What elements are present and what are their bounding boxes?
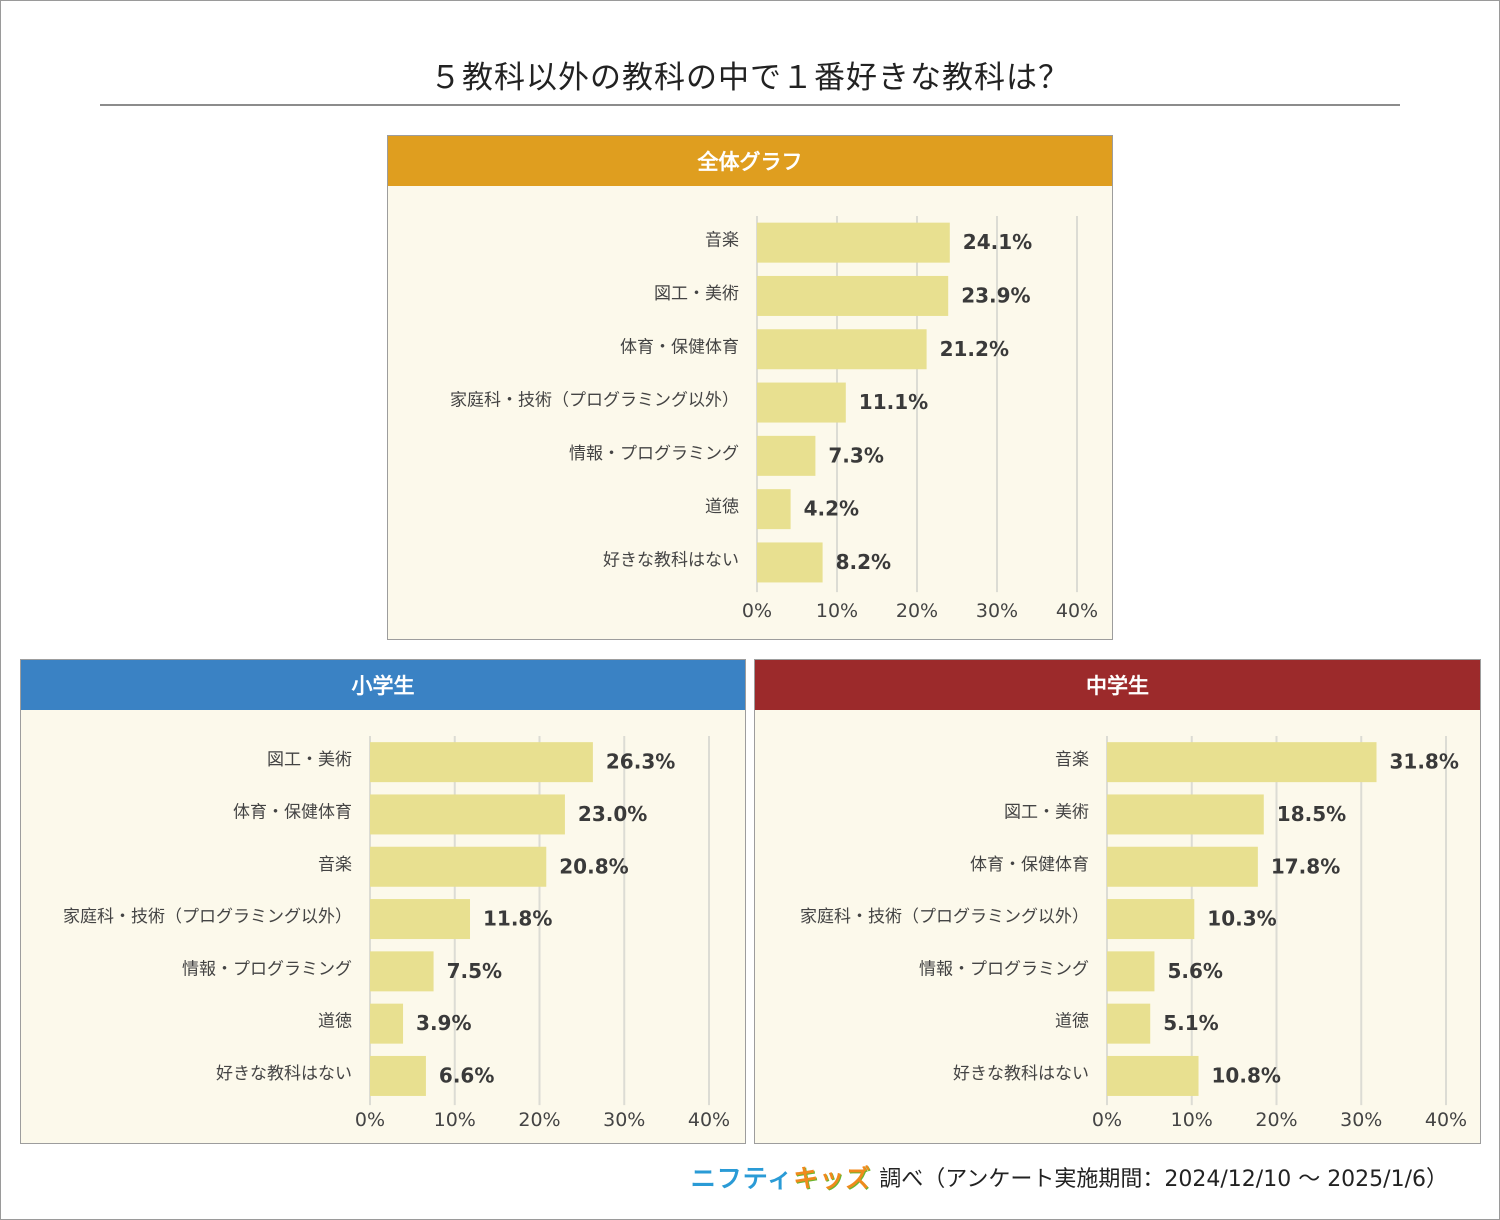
x-tick-label: 10% (816, 600, 858, 622)
category-label: 音楽 (705, 231, 739, 251)
category-label: 音楽 (1055, 750, 1089, 770)
x-tick-label: 10% (1171, 1109, 1213, 1131)
bar (370, 951, 434, 992)
data-label: 23.9% (961, 283, 1030, 307)
panel-header-junior-high: 中学生 (755, 660, 1480, 710)
nifty-kids-logo: ニフティキッズ (690, 1164, 872, 1193)
bar (370, 1003, 404, 1044)
category-label: 道徳 (318, 1012, 352, 1032)
x-tick-label: 40% (1425, 1109, 1467, 1131)
bar (1107, 1055, 1199, 1096)
bar (1107, 794, 1264, 835)
data-label: 23.0% (578, 802, 647, 826)
data-label: 3.9% (416, 1011, 471, 1035)
bar (757, 489, 791, 530)
category-label: 好きな教科はない (216, 1064, 352, 1084)
category-label: 図工・美術 (1004, 802, 1089, 822)
bar (370, 742, 593, 783)
data-label: 11.1% (859, 390, 928, 414)
data-label: 8.2% (836, 550, 891, 574)
data-label: 17.8% (1271, 854, 1340, 878)
panel-header-elementary: 小学生 (21, 660, 745, 710)
category-label: 好きな教科はない (953, 1064, 1089, 1084)
bar (757, 329, 927, 370)
chart-panel-elementary: 小学生 0% 10% 20% 30% 40% 図工・美術 26.3% 体育・保健体育 23.0%… (20, 659, 746, 1144)
category-label: 体育・保健体育 (970, 855, 1089, 875)
data-label: 26.3% (606, 750, 675, 774)
title-divider (100, 104, 1400, 106)
category-label: 家庭科・技術（プログラミング以外） (450, 391, 739, 411)
x-tick-label: 30% (976, 600, 1018, 622)
data-label: 4.2% (804, 497, 859, 521)
x-tick-label: 20% (1255, 1109, 1297, 1131)
main-title: ５教科以外の教科の中で１番好きな教科は？ (430, 60, 1070, 96)
bar (757, 542, 823, 583)
x-tick-label: 40% (1056, 600, 1098, 622)
data-label: 7.3% (828, 443, 883, 467)
bar (370, 794, 565, 835)
data-label: 5.6% (1167, 959, 1222, 983)
data-label: 20.8% (559, 854, 628, 878)
x-tick-label: 0% (742, 600, 772, 622)
panel-header-overall: 全体グラフ (388, 136, 1112, 186)
x-tick-label: 20% (896, 600, 938, 622)
chart-elementary-svg: 0% 10% 20% 30% 40% 図工・美術 26.3% 体育・保健体育 23.0% 音楽 20… (63, 736, 730, 1131)
chart-panel-junior-high: 中学生 0% 10% 20% 30% 40% 音楽 31.8% 図工・美術 18.5% 体育・保健… (754, 659, 1481, 1144)
x-tick-label: 30% (603, 1109, 645, 1131)
bar (1107, 899, 1195, 940)
category-label: 情報・プログラミング (569, 444, 739, 464)
category-label: 道徳 (705, 497, 739, 517)
category-label: 体育・保健体育 (620, 337, 739, 357)
x-tick-label: 20% (518, 1109, 560, 1131)
bar (1107, 846, 1258, 887)
data-label: 18.5% (1277, 802, 1346, 826)
category-label: 家庭科・技術（プログラミング以外） (800, 907, 1089, 927)
data-label: 6.6% (439, 1063, 494, 1087)
source-footer: ニフティキッズ 調べ（アンケート実施期間：2024/12/10 〜 2025/1… (691, 1157, 1448, 1197)
data-label: 21.2% (940, 337, 1009, 361)
bar (757, 222, 950, 263)
chart-panel-overall: 全体グラフ 0% 10% 20% 30% 40% 音楽 24.1% 図工・美術 23.9% 体育・… (387, 135, 1113, 640)
source-text: 調べ（アンケート実施期間：2024/12/10 〜 2025/1/6） (879, 1167, 1448, 1192)
chart-junior-high-svg: 0% 10% 20% 30% 40% 音楽 31.8% 図工・美術 18.5% 体育・保健体育 17… (800, 736, 1467, 1131)
bar (370, 846, 547, 887)
bar (757, 435, 816, 476)
bar (1107, 951, 1155, 992)
x-tick-label: 30% (1340, 1109, 1382, 1131)
category-label: 道徳 (1055, 1012, 1089, 1032)
data-label: 11.8% (483, 907, 552, 931)
category-label: 音楽 (318, 855, 352, 875)
chart-overall-svg: 0% 10% 20% 30% 40% 音楽 24.1% 図工・美術 23.9% 体育・保健体育 21… (450, 216, 1098, 622)
category-label: 情報・プログラミング (919, 959, 1089, 979)
bar (1107, 1003, 1151, 1044)
data-label: 24.1% (963, 230, 1032, 254)
category-label: 家庭科・技術（プログラミング以外） (63, 907, 352, 927)
category-label: 図工・美術 (267, 750, 352, 770)
x-tick-label: 10% (434, 1109, 476, 1131)
data-label: 10.8% (1212, 1063, 1281, 1087)
bar (757, 275, 949, 316)
bar (1107, 742, 1377, 783)
data-label: 7.5% (447, 959, 502, 983)
category-label: 体育・保健体育 (233, 802, 352, 822)
bar (370, 1055, 426, 1096)
data-label: 10.3% (1207, 907, 1276, 931)
x-tick-label: 40% (688, 1109, 730, 1131)
bar (370, 899, 471, 940)
x-tick-label: 0% (355, 1109, 385, 1131)
data-label: 31.8% (1390, 750, 1459, 774)
data-label: 5.1% (1163, 1011, 1218, 1035)
category-label: 好きな教科はない (603, 550, 739, 570)
category-label: 図工・美術 (654, 284, 739, 304)
x-tick-label: 0% (1092, 1109, 1122, 1131)
category-label: 情報・プログラミング (182, 959, 352, 979)
bar (757, 382, 846, 423)
